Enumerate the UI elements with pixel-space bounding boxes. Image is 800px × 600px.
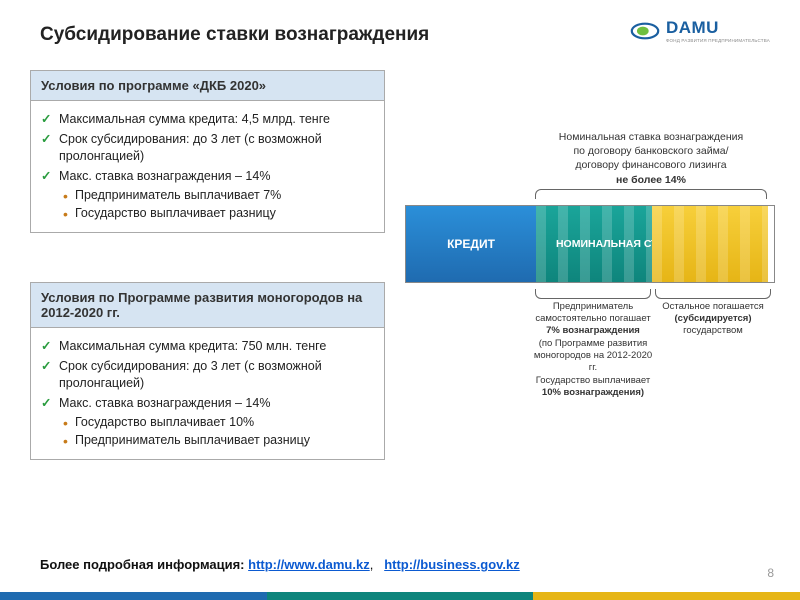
- caption-line: государством: [683, 325, 743, 336]
- footer-prefix: Более подробная информация:: [40, 557, 248, 572]
- caption-bold: 7% вознаграждения: [546, 325, 640, 336]
- segment-credit: КРЕДИТ: [406, 206, 536, 282]
- caption-bold: не более 14%: [616, 174, 686, 186]
- caption-line: (по Программе развития: [539, 338, 648, 349]
- caption-line: самостоятельно погашает: [535, 313, 650, 324]
- list-item: Макс. ставка вознаграждения – 14%: [41, 395, 376, 413]
- rate-diagram: Номинальная ставка вознаграждения по дог…: [405, 130, 775, 399]
- logo-icon: [630, 20, 660, 42]
- list-item: Максимальная сумма кредита: 4,5 млрд. те…: [41, 111, 376, 129]
- caption-line: договору финансового лизинга: [575, 159, 726, 171]
- condition-list: Максимальная сумма кредита: 4,5 млрд. те…: [41, 111, 376, 222]
- caption-bold: 10% вознаграждения): [542, 387, 644, 398]
- bracket-bottom-wrap: [405, 289, 775, 299]
- link-damu[interactable]: http://www.damu.kz: [248, 557, 370, 572]
- bracket-bottom-left: [535, 289, 651, 299]
- bracket-bottom-right: [655, 289, 771, 299]
- caption-left: Предприниматель самостоятельно погашает …: [533, 301, 653, 400]
- caption-line: Остальное погашается: [662, 301, 764, 312]
- panel-body: Максимальная сумма кредита: 4,5 млрд. те…: [31, 101, 384, 232]
- logo-subtitle: ФОНД РАЗВИТИЯ ПРЕДПРИНИМАТЕЛЬСТВА: [666, 38, 770, 43]
- diagram-caption-bottom: Предприниматель самостоятельно погашает …: [405, 301, 775, 400]
- caption-line: Номинальная ставка вознаграждения: [559, 131, 743, 143]
- list-item: Срок субсидирования: до 3 лет (с возможн…: [41, 131, 376, 166]
- list-item: Предприниматель выплачивает разницу: [41, 432, 376, 450]
- footer-accent-bars: [0, 592, 800, 600]
- bracket-top: [535, 189, 767, 199]
- caption-right: Остальное погашается (субсидируется) гос…: [653, 301, 773, 400]
- footer-info: Более подробная информация: http://www.d…: [40, 557, 770, 572]
- segment-rate-yellow: [652, 206, 768, 282]
- page-number: 8: [767, 566, 774, 580]
- caption-line: Государство выплачивает: [536, 375, 651, 386]
- panel-monotowns: Условия по Программе развития моногородо…: [30, 282, 385, 460]
- logo: DAMU ФОНД РАЗВИТИЯ ПРЕДПРИНИМАТЕЛЬСТВА: [630, 18, 770, 43]
- diagram-caption-top: Номинальная ставка вознаграждения по дог…: [535, 130, 767, 187]
- rate-strip: КРЕДИТ НОМИНАЛЬНАЯ СТАВКА ПО КРЕДИТУ: [405, 205, 775, 283]
- caption-line: по договору банковского займа/: [573, 145, 728, 157]
- panel-header: Условия по программе «ДКБ 2020»: [31, 71, 384, 101]
- link-business[interactable]: http://business.gov.kz: [384, 557, 520, 572]
- logo-text: DAMU: [666, 18, 770, 38]
- panel-header: Условия по Программе развития моногородо…: [31, 283, 384, 328]
- list-item: Предприниматель выплачивает 7%: [41, 187, 376, 205]
- page-title: Субсидирование ставки вознаграждения: [40, 24, 429, 46]
- list-item: Государство выплачивает 10%: [41, 414, 376, 432]
- separator: ,: [370, 557, 381, 572]
- condition-list: Максимальная сумма кредита: 750 млн. тен…: [41, 338, 376, 449]
- list-item: Государство выплачивает разницу: [41, 205, 376, 223]
- panel-body: Максимальная сумма кредита: 750 млн. тен…: [31, 328, 384, 459]
- caption-bold: (субсидируется): [675, 313, 752, 324]
- segment-rate-teal: НОМИНАЛЬНАЯ СТАВКА ПО КРЕДИТУ: [536, 206, 652, 282]
- list-item: Макс. ставка вознаграждения – 14%: [41, 168, 376, 186]
- caption-line: Предприниматель: [553, 301, 633, 312]
- panel-dkb2020: Условия по программе «ДКБ 2020» Максимал…: [30, 70, 385, 233]
- list-item: Максимальная сумма кредита: 750 млн. тен…: [41, 338, 376, 356]
- list-item: Срок субсидирования: до 3 лет (с возможн…: [41, 358, 376, 393]
- caption-line: моногородов на 2012-2020 гг.: [534, 350, 652, 373]
